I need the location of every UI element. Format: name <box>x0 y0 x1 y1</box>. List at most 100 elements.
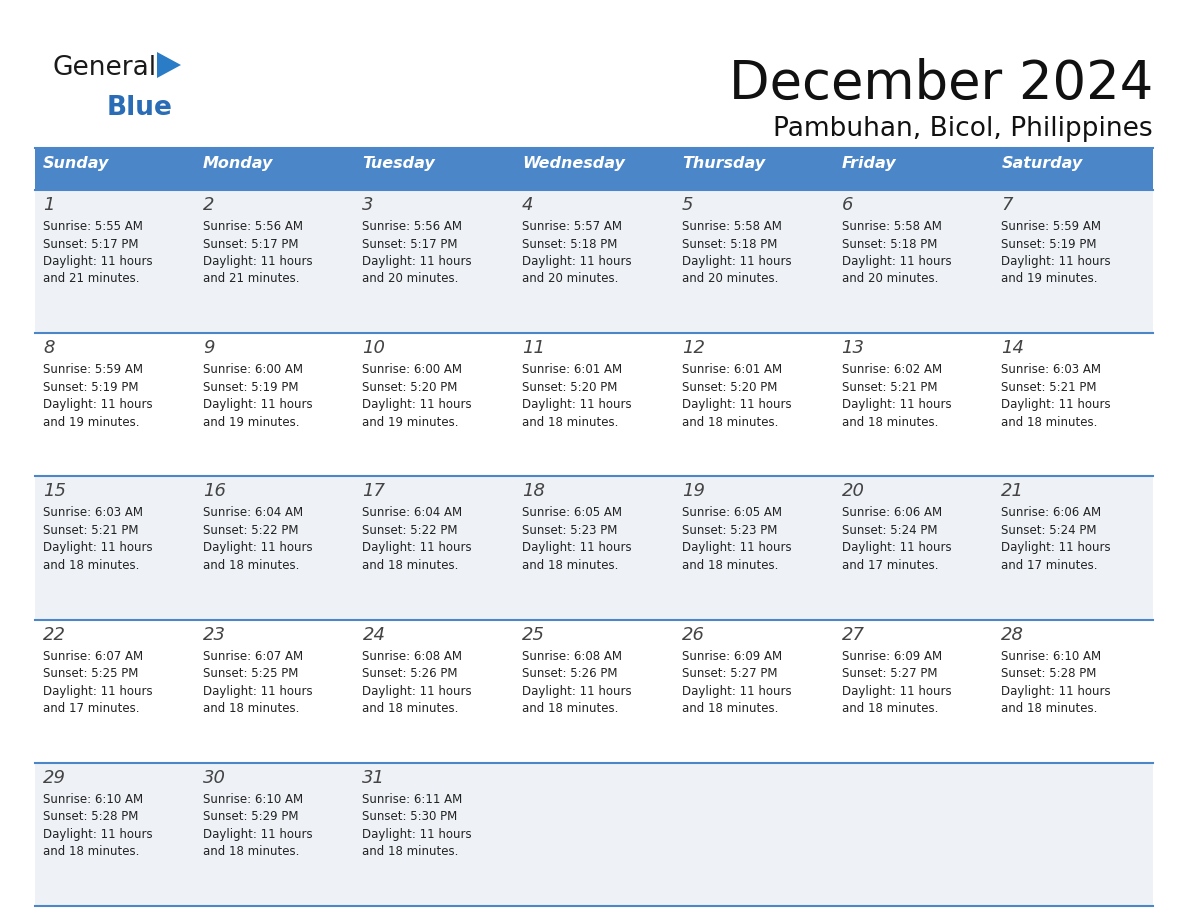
Bar <box>354 333 514 476</box>
Text: 5: 5 <box>682 196 694 214</box>
Bar <box>674 190 834 333</box>
Bar <box>514 620 674 763</box>
Text: Sunrise: 5:57 AM
Sunset: 5:18 PM
Daylight: 11 hours
and 20 minutes.: Sunrise: 5:57 AM Sunset: 5:18 PM Dayligh… <box>523 220 632 285</box>
Text: Tuesday: Tuesday <box>362 156 435 171</box>
Text: Sunrise: 6:10 AM
Sunset: 5:29 PM
Daylight: 11 hours
and 18 minutes.: Sunrise: 6:10 AM Sunset: 5:29 PM Dayligh… <box>203 793 312 858</box>
Bar <box>993 476 1154 620</box>
Text: 30: 30 <box>203 768 226 787</box>
Bar <box>993 190 1154 333</box>
Text: 25: 25 <box>523 625 545 644</box>
Bar <box>674 620 834 763</box>
Bar <box>834 333 993 476</box>
Text: Sunrise: 6:08 AM
Sunset: 5:26 PM
Daylight: 11 hours
and 18 minutes.: Sunrise: 6:08 AM Sunset: 5:26 PM Dayligh… <box>362 650 472 715</box>
Bar <box>195 190 354 333</box>
Bar <box>514 476 674 620</box>
Text: 26: 26 <box>682 625 704 644</box>
Text: Blue: Blue <box>107 95 173 121</box>
Bar <box>514 333 674 476</box>
Bar <box>834 620 993 763</box>
Text: Saturday: Saturday <box>1001 156 1082 171</box>
Text: Sunrise: 6:01 AM
Sunset: 5:20 PM
Daylight: 11 hours
and 18 minutes.: Sunrise: 6:01 AM Sunset: 5:20 PM Dayligh… <box>682 364 791 429</box>
Bar <box>834 476 993 620</box>
Text: 14: 14 <box>1001 339 1024 357</box>
Bar <box>195 620 354 763</box>
Bar <box>354 190 514 333</box>
Bar <box>514 190 674 333</box>
Bar <box>993 148 1154 190</box>
Bar <box>834 190 993 333</box>
Bar <box>834 763 993 906</box>
Text: Sunrise: 6:09 AM
Sunset: 5:27 PM
Daylight: 11 hours
and 18 minutes.: Sunrise: 6:09 AM Sunset: 5:27 PM Dayligh… <box>682 650 791 715</box>
Text: Sunrise: 6:06 AM
Sunset: 5:24 PM
Daylight: 11 hours
and 17 minutes.: Sunrise: 6:06 AM Sunset: 5:24 PM Dayligh… <box>841 507 952 572</box>
Bar <box>34 620 195 763</box>
Text: 29: 29 <box>43 768 67 787</box>
Polygon shape <box>157 52 181 78</box>
Text: Sunrise: 6:09 AM
Sunset: 5:27 PM
Daylight: 11 hours
and 18 minutes.: Sunrise: 6:09 AM Sunset: 5:27 PM Dayligh… <box>841 650 952 715</box>
Text: 13: 13 <box>841 339 865 357</box>
Text: Sunrise: 6:08 AM
Sunset: 5:26 PM
Daylight: 11 hours
and 18 minutes.: Sunrise: 6:08 AM Sunset: 5:26 PM Dayligh… <box>523 650 632 715</box>
Text: Sunrise: 5:59 AM
Sunset: 5:19 PM
Daylight: 11 hours
and 19 minutes.: Sunrise: 5:59 AM Sunset: 5:19 PM Dayligh… <box>1001 220 1111 285</box>
Bar <box>514 763 674 906</box>
Text: 3: 3 <box>362 196 374 214</box>
Text: Wednesday: Wednesday <box>523 156 625 171</box>
Text: 1: 1 <box>43 196 55 214</box>
Text: 2: 2 <box>203 196 214 214</box>
Text: 19: 19 <box>682 482 704 500</box>
Bar <box>34 190 195 333</box>
Text: 4: 4 <box>523 196 533 214</box>
Text: 28: 28 <box>1001 625 1024 644</box>
Text: Sunrise: 6:00 AM
Sunset: 5:20 PM
Daylight: 11 hours
and 19 minutes.: Sunrise: 6:00 AM Sunset: 5:20 PM Dayligh… <box>362 364 472 429</box>
Text: General: General <box>52 55 156 81</box>
Text: 17: 17 <box>362 482 385 500</box>
Bar <box>674 763 834 906</box>
Text: Sunrise: 6:05 AM
Sunset: 5:23 PM
Daylight: 11 hours
and 18 minutes.: Sunrise: 6:05 AM Sunset: 5:23 PM Dayligh… <box>682 507 791 572</box>
Bar <box>195 333 354 476</box>
Text: 31: 31 <box>362 768 385 787</box>
Bar <box>354 620 514 763</box>
Bar <box>993 763 1154 906</box>
Text: Sunrise: 6:01 AM
Sunset: 5:20 PM
Daylight: 11 hours
and 18 minutes.: Sunrise: 6:01 AM Sunset: 5:20 PM Dayligh… <box>523 364 632 429</box>
Text: Monday: Monday <box>203 156 273 171</box>
Text: Sunrise: 6:05 AM
Sunset: 5:23 PM
Daylight: 11 hours
and 18 minutes.: Sunrise: 6:05 AM Sunset: 5:23 PM Dayligh… <box>523 507 632 572</box>
Bar <box>34 148 195 190</box>
Text: December 2024: December 2024 <box>728 58 1154 110</box>
Text: Sunrise: 5:56 AM
Sunset: 5:17 PM
Daylight: 11 hours
and 21 minutes.: Sunrise: 5:56 AM Sunset: 5:17 PM Dayligh… <box>203 220 312 285</box>
Bar <box>354 148 514 190</box>
Text: 16: 16 <box>203 482 226 500</box>
Text: 20: 20 <box>841 482 865 500</box>
Text: Sunrise: 6:03 AM
Sunset: 5:21 PM
Daylight: 11 hours
and 18 minutes.: Sunrise: 6:03 AM Sunset: 5:21 PM Dayligh… <box>43 507 152 572</box>
Text: Pambuhan, Bicol, Philippines: Pambuhan, Bicol, Philippines <box>773 116 1154 142</box>
Text: 10: 10 <box>362 339 385 357</box>
Text: 7: 7 <box>1001 196 1013 214</box>
Bar <box>993 620 1154 763</box>
Text: Sunrise: 6:04 AM
Sunset: 5:22 PM
Daylight: 11 hours
and 18 minutes.: Sunrise: 6:04 AM Sunset: 5:22 PM Dayligh… <box>362 507 472 572</box>
Text: 15: 15 <box>43 482 67 500</box>
Text: Thursday: Thursday <box>682 156 765 171</box>
Text: Sunrise: 6:06 AM
Sunset: 5:24 PM
Daylight: 11 hours
and 17 minutes.: Sunrise: 6:06 AM Sunset: 5:24 PM Dayligh… <box>1001 507 1111 572</box>
Text: 22: 22 <box>43 625 67 644</box>
Bar <box>674 476 834 620</box>
Bar <box>354 763 514 906</box>
Text: Sunrise: 6:10 AM
Sunset: 5:28 PM
Daylight: 11 hours
and 18 minutes.: Sunrise: 6:10 AM Sunset: 5:28 PM Dayligh… <box>43 793 152 858</box>
Text: Sunrise: 6:10 AM
Sunset: 5:28 PM
Daylight: 11 hours
and 18 minutes.: Sunrise: 6:10 AM Sunset: 5:28 PM Dayligh… <box>1001 650 1111 715</box>
Text: 18: 18 <box>523 482 545 500</box>
Text: 6: 6 <box>841 196 853 214</box>
Text: Sunrise: 6:11 AM
Sunset: 5:30 PM
Daylight: 11 hours
and 18 minutes.: Sunrise: 6:11 AM Sunset: 5:30 PM Dayligh… <box>362 793 472 858</box>
Text: Sunrise: 6:00 AM
Sunset: 5:19 PM
Daylight: 11 hours
and 19 minutes.: Sunrise: 6:00 AM Sunset: 5:19 PM Dayligh… <box>203 364 312 429</box>
Text: Friday: Friday <box>841 156 896 171</box>
Bar <box>993 333 1154 476</box>
Text: Sunrise: 5:59 AM
Sunset: 5:19 PM
Daylight: 11 hours
and 19 minutes.: Sunrise: 5:59 AM Sunset: 5:19 PM Dayligh… <box>43 364 152 429</box>
Text: Sunrise: 6:07 AM
Sunset: 5:25 PM
Daylight: 11 hours
and 17 minutes.: Sunrise: 6:07 AM Sunset: 5:25 PM Dayligh… <box>43 650 152 715</box>
Text: Sunrise: 6:02 AM
Sunset: 5:21 PM
Daylight: 11 hours
and 18 minutes.: Sunrise: 6:02 AM Sunset: 5:21 PM Dayligh… <box>841 364 952 429</box>
Bar <box>195 476 354 620</box>
Text: Sunrise: 6:04 AM
Sunset: 5:22 PM
Daylight: 11 hours
and 18 minutes.: Sunrise: 6:04 AM Sunset: 5:22 PM Dayligh… <box>203 507 312 572</box>
Bar <box>834 148 993 190</box>
Bar <box>674 148 834 190</box>
Bar <box>195 148 354 190</box>
Bar <box>195 763 354 906</box>
Bar <box>34 763 195 906</box>
Text: 23: 23 <box>203 625 226 644</box>
Text: 9: 9 <box>203 339 214 357</box>
Text: 11: 11 <box>523 339 545 357</box>
Text: 27: 27 <box>841 625 865 644</box>
